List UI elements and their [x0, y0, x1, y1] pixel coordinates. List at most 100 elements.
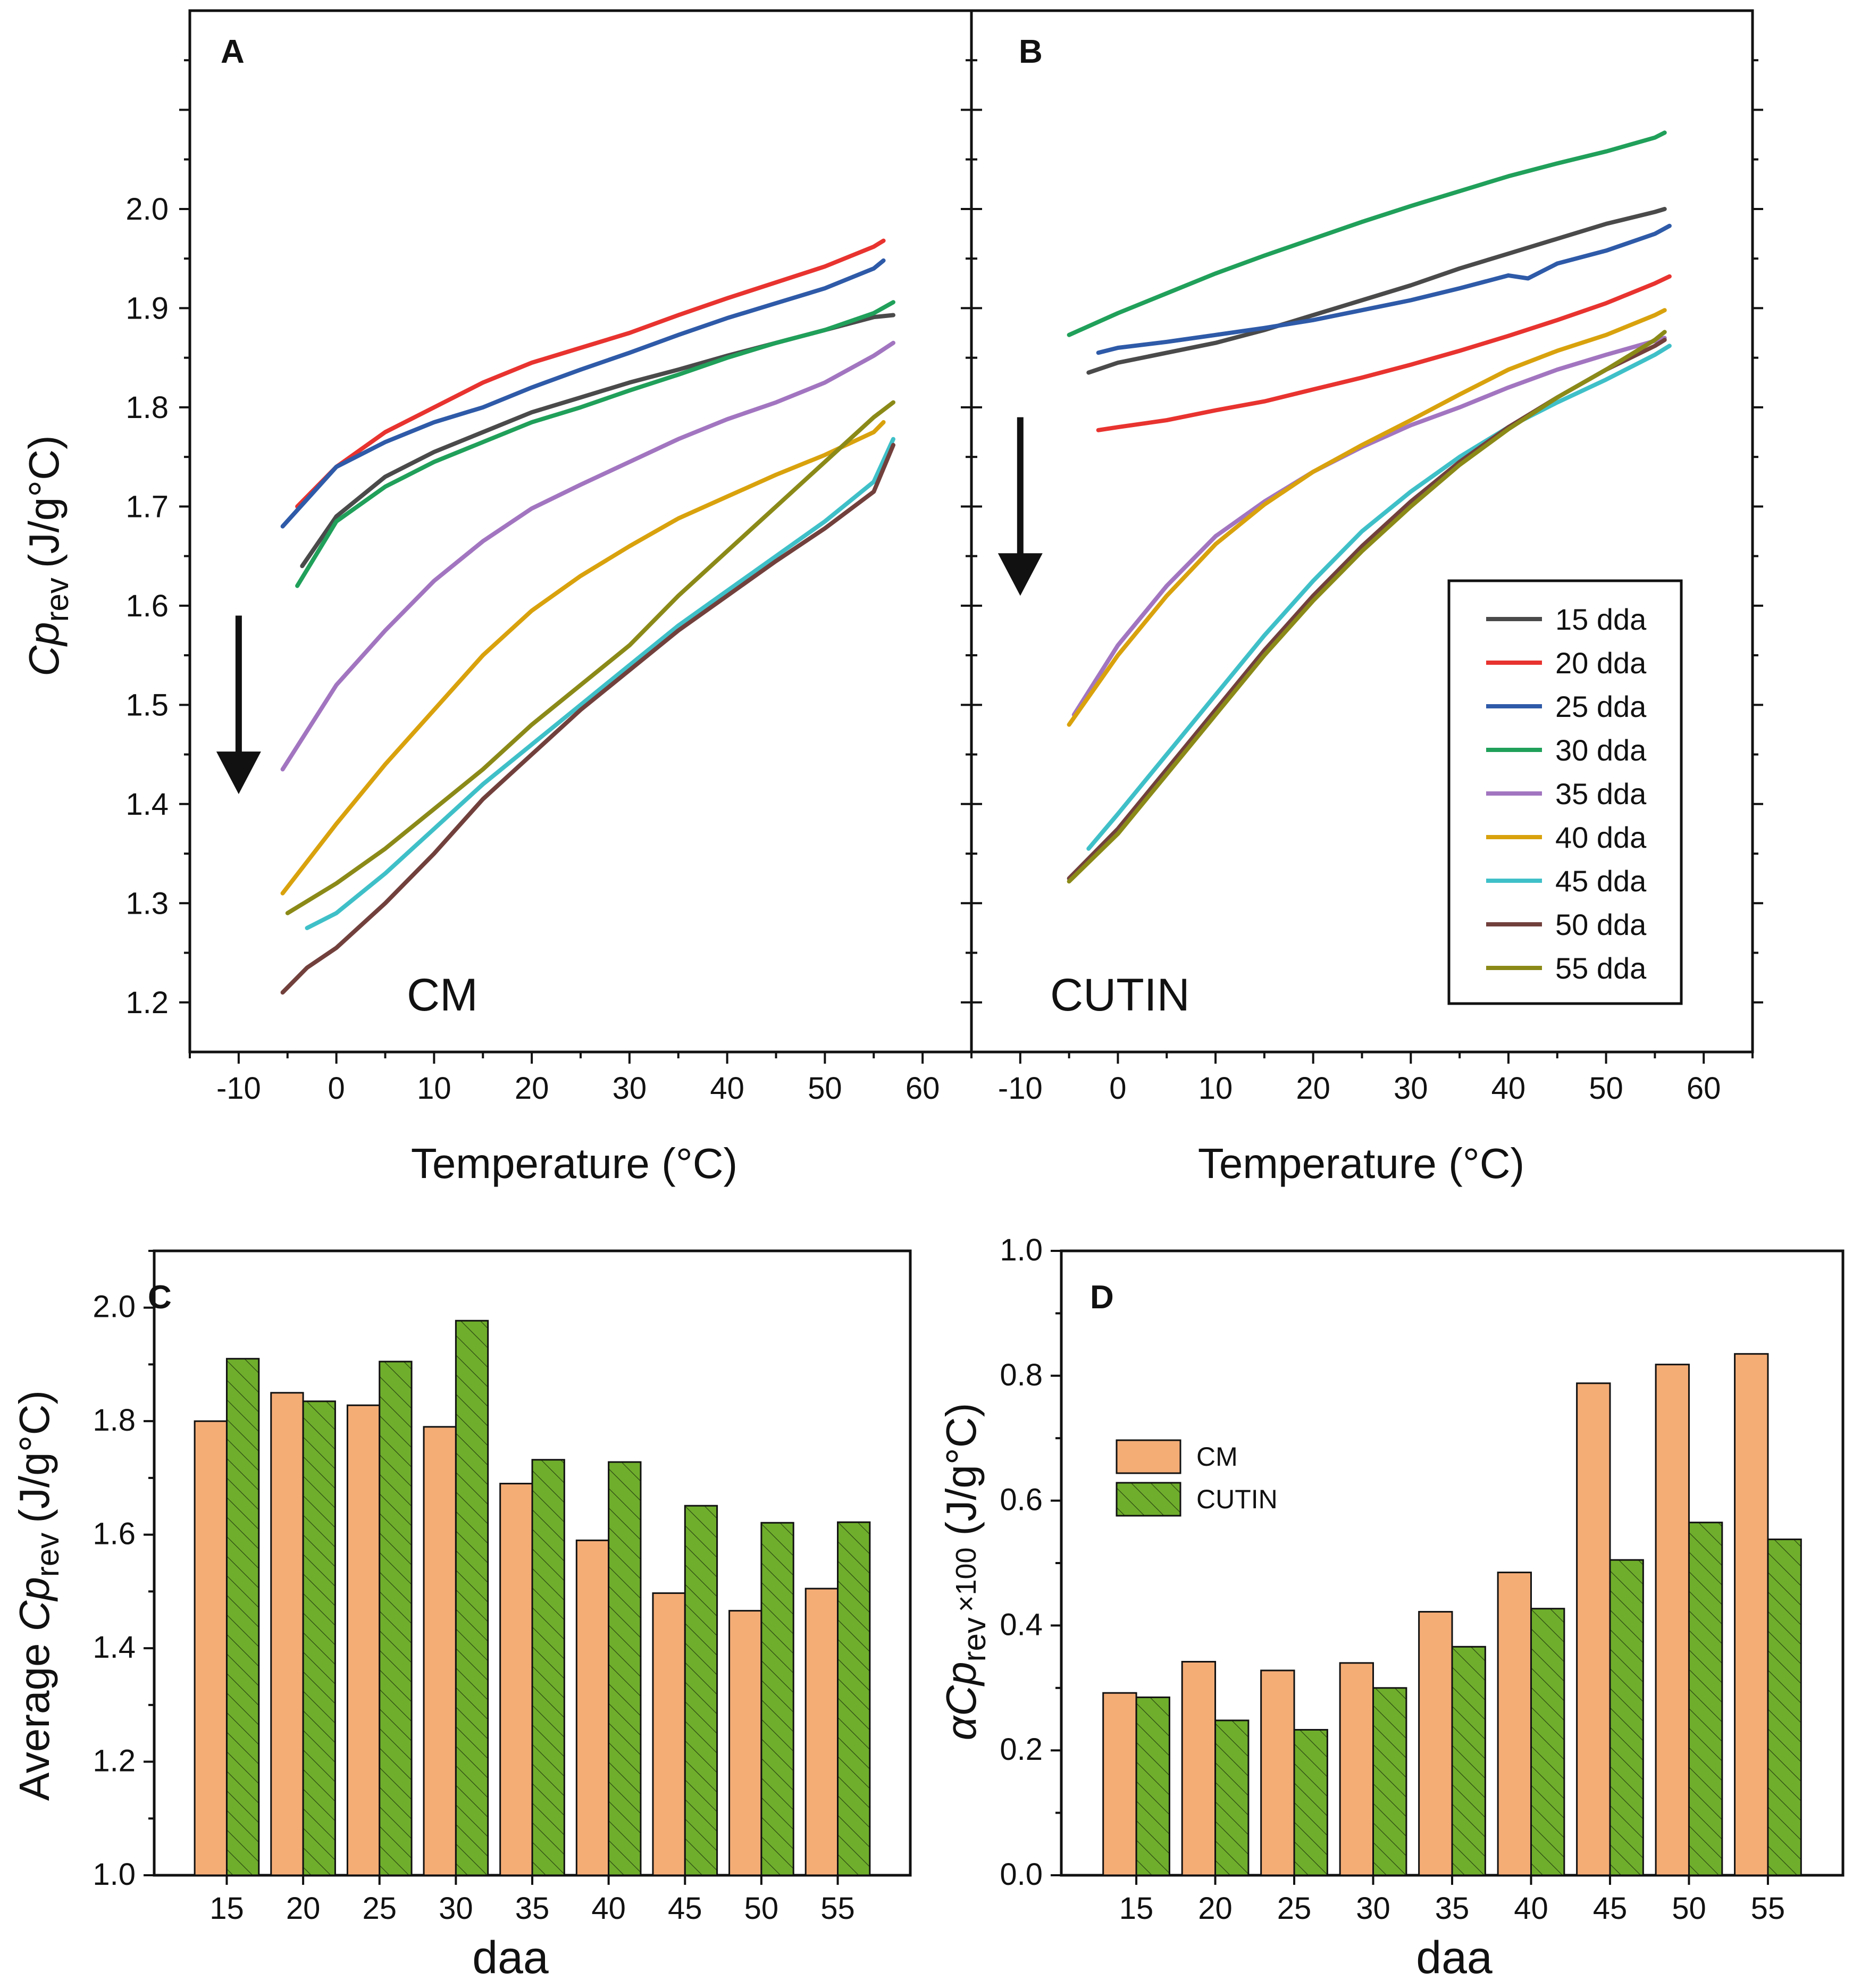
panel-c-bar-cm-50 [728, 1610, 762, 1876]
panel-a-x-axis-title: Temperature (°C) [411, 1140, 737, 1187]
panel-c-x-tick-label: 35 [515, 1891, 550, 1926]
panel-d-alpha-cp-bar-chart: 0.0 0.2 0.4 0.6 0.8 1.0 15 20 25 30 35 40 45 50 55 CM CU… [1000, 1233, 1845, 1926]
panel-b-x-tick-label: 20 [1296, 1071, 1330, 1106]
panel-c-bar-cm-55 [804, 1588, 839, 1876]
legend-entry-label: CM [1196, 1442, 1238, 1472]
panel-d-x-axis-title: daa [1416, 1932, 1493, 1983]
legend-entry-label: 25 dda [1555, 690, 1647, 723]
panel-a-x-tick-label: 40 [710, 1071, 744, 1106]
panel-b-x-tick-label: 50 [1589, 1071, 1623, 1106]
panel-b-series-25-dda [1096, 223, 1672, 355]
panel-d-x-tick-label: 40 [1514, 1891, 1548, 1926]
panel-a-x-tick-label: 0 [328, 1071, 345, 1106]
panel-c-x-tick-label: 40 [591, 1891, 626, 1926]
panel-c-bar-cutin-hatch-35 [531, 1459, 565, 1876]
panel-b-x-tick-label: 30 [1394, 1071, 1428, 1106]
legend-entry-label: 40 dda [1555, 821, 1647, 854]
panel-d-legend: CM CUTIN [1116, 1439, 1278, 1517]
legend-entry-label: CUTIN [1196, 1484, 1278, 1514]
panel-d-y-tick-label: 0.2 [1000, 1732, 1043, 1767]
legend-entry-label: 45 dda [1555, 864, 1647, 898]
panel-d-bar-cutin-hatch-35 [1451, 1645, 1486, 1876]
panel-d-bar-cutin-hatch-45 [1609, 1559, 1644, 1876]
panel-d-y-tick-label: 0.0 [1000, 1857, 1043, 1892]
panel-c-x-tick-label: 25 [362, 1891, 397, 1926]
panel-a-cm-line-chart: -10 0 10 20 30 40 50 60 1.2 1.3 1.4 1.5 1.6 1.7 1.8 1.9… [125, 9, 982, 1106]
panel-a-series-50-dda [280, 442, 895, 995]
panel-a-series-35-dda [280, 340, 895, 772]
panel-c-y-tick-label: 1.8 [93, 1403, 136, 1438]
panel-d-bar-cm-40 [1497, 1572, 1532, 1876]
panel-c-y-tick-label: 2.0 [93, 1290, 136, 1324]
panel-c-bar-cm-35 [499, 1483, 533, 1876]
legend-swatch-hatch [1116, 1482, 1181, 1517]
panel-c-x-tick-label: 30 [439, 1891, 473, 1926]
panel-d-x-tick-label: 45 [1593, 1891, 1628, 1926]
panel-d-y-tick-label: 0.6 [1000, 1483, 1043, 1517]
panel-a-y-tick-label: 1.5 [125, 688, 169, 722]
panel-c-bar-cm-45 [652, 1592, 686, 1876]
panel-c-y-tick-label: 1.2 [93, 1744, 136, 1778]
panel-a-series-25-dda [280, 258, 886, 529]
panel-a-frame [188, 9, 973, 1054]
panel-c-x-tick-label: 45 [668, 1891, 702, 1926]
panel-b-x-axis-title: Temperature (°C) [1198, 1140, 1524, 1187]
legend-entry-label: 50 dda [1555, 908, 1647, 941]
panel-a-series-20-dda [295, 238, 886, 509]
panel-b-series-20-dda [1096, 274, 1672, 432]
panel-c-y-tick-label: 1.6 [93, 1517, 136, 1551]
panel-c-bar-cutin-hatch-45 [684, 1505, 718, 1876]
panel-b-x-tick-label: 0 [1109, 1071, 1126, 1106]
panel-b-series-55-dda [1067, 330, 1667, 884]
legend-swatch-cm [1116, 1439, 1181, 1474]
panel-a-y-tick-label: 1.2 [125, 985, 169, 1020]
panel-c-y-axis-title: Average Cprev(J/g°C) [11, 1390, 65, 1801]
panel-c-bar-cutin-hatch-15 [225, 1358, 260, 1876]
panel-label-d: D [1090, 1279, 1114, 1316]
panel-c-bar-cutin-hatch-40 [608, 1461, 642, 1876]
panel-b-series-40-dda [1067, 308, 1667, 727]
panel-a-y-tick-label: 1.3 [125, 886, 169, 921]
legend-entry-label: 20 dda [1555, 646, 1647, 680]
panel-b-legend: 15 dda 20 dda 25 dda 30 dda 35 dda 40 dda 45 d… [1447, 579, 1683, 1005]
panel-d-bar-cutin-hatch-30 [1372, 1687, 1407, 1876]
panel-a-y-tick-label: 1.8 [125, 390, 169, 425]
panel-label-c: C [148, 1279, 172, 1316]
panel-b-series-35-dda [1071, 336, 1667, 717]
panel-c-x-tick-label: 20 [286, 1891, 321, 1926]
panel-d-x-tick-label: 20 [1198, 1891, 1233, 1926]
panel-d-y-axis-title: αCprev×100(J/g°C) [937, 1403, 992, 1741]
panel-a-series-55-dda [285, 400, 895, 915]
panel-d-bar-cutin-hatch-40 [1530, 1608, 1565, 1876]
panel-c-x-tick-label: 15 [209, 1891, 244, 1926]
panel-c-bar-cutin-hatch-30 [455, 1319, 489, 1876]
panel-b-series-45-dda [1086, 344, 1672, 851]
panel-d-x-tick-label: 55 [1751, 1891, 1785, 1926]
panel-c-bar-cutin-hatch-20 [302, 1400, 336, 1876]
panel-d-bar-cutin-hatch-20 [1214, 1719, 1250, 1876]
panel-label-b: B [1019, 34, 1043, 70]
panel-d-x-tick-label: 15 [1119, 1891, 1154, 1926]
panel-a-series-30-dda [295, 300, 895, 588]
panel-d-y-tick-label: 0.4 [1000, 1607, 1043, 1642]
panel-d-bar-cm-45 [1576, 1382, 1611, 1876]
panel-c-y-tick-label: 1.4 [93, 1630, 136, 1665]
panel-c-x-tick-label: 55 [820, 1891, 855, 1926]
panel-a-x-tick-label: -10 [216, 1071, 261, 1106]
panel-c-bar-cutin-hatch-50 [760, 1522, 794, 1876]
panel-c-bar-cutin-hatch-55 [837, 1521, 871, 1876]
panel-c-y-tick-label: 1.0 [93, 1857, 136, 1892]
panel-d-bar-cm-25 [1260, 1669, 1295, 1876]
panel-b-x-tick-label: 60 [1687, 1071, 1721, 1106]
panel-b-x-tick-label: -10 [998, 1071, 1043, 1106]
panel-d-y-tick-label: 0.8 [1000, 1358, 1043, 1392]
panel-d-x-tick-label: 30 [1356, 1891, 1390, 1926]
legend-entry-label: 55 dda [1555, 951, 1647, 985]
panel-d-bar-cutin-hatch-50 [1688, 1522, 1723, 1876]
panel-c-bar-cutin-hatch-25 [379, 1360, 413, 1876]
panel-a-x-tick-label: 10 [417, 1071, 451, 1106]
panel-a-x-tick-label: 60 [906, 1071, 940, 1106]
panel-d-bar-cm-15 [1102, 1692, 1137, 1876]
panel-b-series-15-dda [1086, 207, 1667, 375]
